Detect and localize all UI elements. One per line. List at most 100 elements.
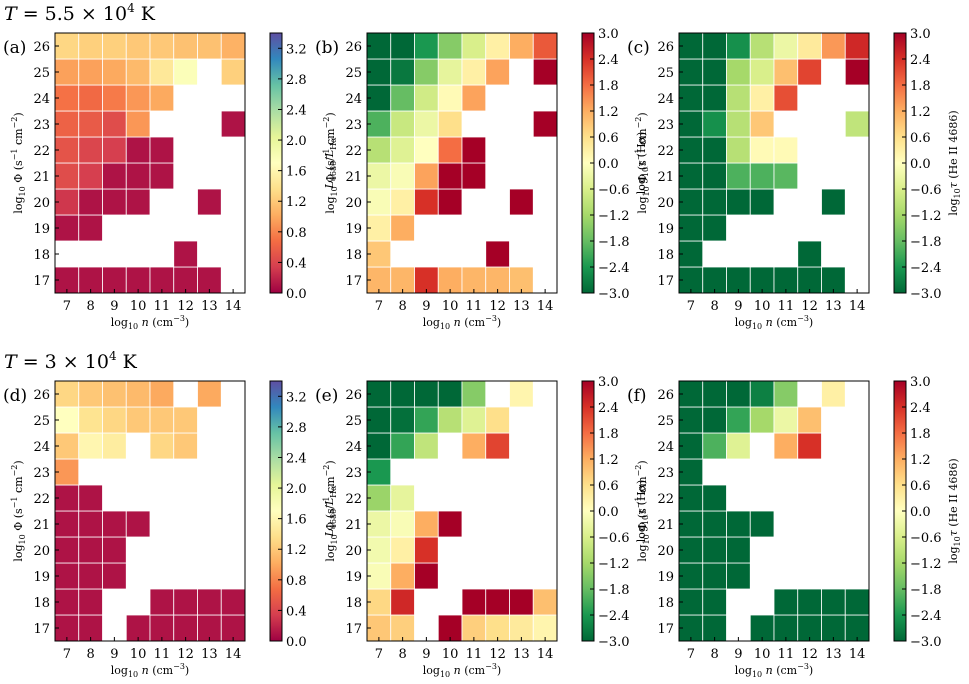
heatmap-cell bbox=[390, 432, 415, 460]
y-tick-label: 23 bbox=[33, 118, 50, 133]
y-tick-label: 17 bbox=[657, 274, 674, 289]
heatmap-cell bbox=[414, 162, 439, 190]
x-tick-label: 14 bbox=[225, 299, 242, 314]
heatmap-cell bbox=[485, 32, 510, 60]
colorbar-tick-label: −3.0 bbox=[598, 287, 630, 302]
heatmap-cell bbox=[102, 510, 127, 538]
colorbar-tick-label: −0.6 bbox=[598, 531, 630, 546]
colorbar-tick-label: 1.8 bbox=[598, 427, 619, 442]
heatmap-cell bbox=[437, 406, 463, 434]
heatmap-cell bbox=[149, 136, 175, 164]
heatmap-cell bbox=[702, 188, 727, 216]
x-tick-label: 8 bbox=[398, 299, 406, 314]
y-tick-label: 17 bbox=[33, 274, 50, 289]
heatmap-cell bbox=[125, 136, 151, 164]
heatmap-cell bbox=[78, 588, 103, 616]
heatmap-cell bbox=[173, 240, 198, 268]
panel-c: (c) 7 8 9 10 11 12 13 14 17 18 19 20 21 22 23 24 25 26 log1… bbox=[627, 27, 962, 331]
heatmap-cell bbox=[78, 214, 103, 242]
heatmap-cell bbox=[749, 510, 775, 538]
colorbar-tick-label: 0.0 bbox=[910, 505, 931, 520]
y-tick-label: 21 bbox=[33, 518, 50, 533]
heatmap-cell bbox=[125, 162, 151, 190]
heatmap-cell bbox=[125, 510, 151, 538]
colorbar-tick-label: 1.2 bbox=[598, 105, 619, 120]
x-tick-label: 13 bbox=[201, 299, 218, 314]
colorbar-tick-label: 3.0 bbox=[598, 27, 619, 42]
colorbar-tick-label: 3.0 bbox=[910, 375, 931, 390]
y-tick-label: 17 bbox=[657, 622, 674, 637]
x-axis-label: log10 n (cm−3) bbox=[423, 314, 501, 331]
heatmap-cell bbox=[726, 380, 751, 408]
y-tick-label: 17 bbox=[33, 622, 50, 637]
x-tick-label: 7 bbox=[63, 299, 71, 314]
heatmap-cell bbox=[749, 136, 775, 164]
heatmap-cell bbox=[749, 32, 775, 60]
heatmap-cell bbox=[197, 380, 222, 408]
heatmap-cell bbox=[437, 162, 463, 190]
x-tick-label: 10 bbox=[442, 647, 459, 662]
colorbar-tick-label: 2.4 bbox=[910, 401, 931, 416]
heatmap-cell bbox=[102, 432, 127, 460]
heatmap-cell bbox=[702, 562, 727, 590]
heatmap-cell bbox=[797, 406, 822, 434]
y-tick-label: 25 bbox=[33, 66, 50, 81]
colorbar-tick-label: 1.8 bbox=[910, 427, 931, 442]
heatmap-cell bbox=[485, 58, 510, 86]
colorbar-tick-label: 0.0 bbox=[286, 287, 307, 302]
y-axis-label: log10 Φ (s−1 cm−2) bbox=[634, 460, 651, 561]
heatmap-cell bbox=[78, 32, 103, 60]
x-tick-label: 7 bbox=[63, 647, 71, 662]
plot-frame bbox=[54, 380, 246, 642]
heatmap-cell bbox=[749, 188, 775, 216]
heatmap-cell bbox=[78, 432, 103, 460]
heatmap-cell bbox=[702, 484, 727, 512]
heatmap-cell bbox=[702, 110, 727, 138]
y-tick-label: 19 bbox=[657, 570, 674, 585]
x-tick-label: 7 bbox=[687, 299, 695, 314]
heatmap-cell bbox=[461, 136, 487, 164]
heatmap-cell bbox=[773, 32, 799, 60]
heatmap-cell bbox=[78, 58, 103, 86]
colorbar-tick-label: 3.2 bbox=[286, 390, 307, 405]
y-tick-label: 20 bbox=[657, 196, 674, 211]
y-axis-label: log10 Φ (s−1 cm−2) bbox=[322, 112, 339, 213]
heatmap-cell bbox=[726, 110, 751, 138]
y-axis-label: log10 Φ (s−1 cm−2) bbox=[322, 460, 339, 561]
heatmap-cell bbox=[173, 32, 198, 60]
heatmap-cell bbox=[414, 136, 439, 164]
heatmap-cell bbox=[702, 84, 727, 112]
heatmap-cell bbox=[797, 32, 822, 60]
heatmap-cell bbox=[461, 84, 487, 112]
y-tick-label: 20 bbox=[33, 196, 50, 211]
colorbar-tick-label: 3.2 bbox=[286, 42, 307, 57]
colorbar-tick-label: 1.2 bbox=[910, 105, 931, 120]
heatmap-cell bbox=[102, 136, 127, 164]
heatmap-cell bbox=[220, 58, 246, 86]
y-tick-label: 25 bbox=[657, 414, 674, 429]
panel-label: (e) bbox=[315, 386, 338, 406]
heatmap-cell bbox=[220, 32, 246, 60]
heatmap-cell bbox=[749, 162, 775, 190]
panel-label: (c) bbox=[627, 38, 650, 58]
colorbar-tick-label: −1.2 bbox=[910, 557, 942, 572]
colorbar-tick-label: −2.4 bbox=[910, 261, 942, 276]
y-tick-label: 18 bbox=[33, 248, 50, 263]
y-tick-label: 23 bbox=[33, 466, 50, 481]
heatmap-cell bbox=[797, 432, 822, 460]
x-tick-label: 13 bbox=[825, 299, 842, 314]
heatmap-cell bbox=[102, 188, 127, 216]
panel-e: (e) 7 8 9 10 11 12 13 14 17 18 19 20 21 22 23 24 25 26 log1… bbox=[315, 375, 650, 679]
colorbar-label: L4686/LHα bbox=[323, 137, 338, 190]
x-tick-label: 14 bbox=[225, 647, 242, 662]
heatmap-cell bbox=[702, 380, 727, 408]
heatmap-cell bbox=[173, 432, 198, 460]
heatmap-cell bbox=[197, 188, 222, 216]
heatmap-cell bbox=[102, 84, 127, 112]
y-tick-label: 22 bbox=[345, 492, 362, 507]
heatmap-cell bbox=[102, 380, 127, 408]
y-tick-label: 20 bbox=[345, 544, 362, 559]
y-tick-label: 21 bbox=[345, 170, 362, 185]
x-tick-label: 7 bbox=[687, 647, 695, 662]
heatmap-cell bbox=[509, 588, 534, 616]
